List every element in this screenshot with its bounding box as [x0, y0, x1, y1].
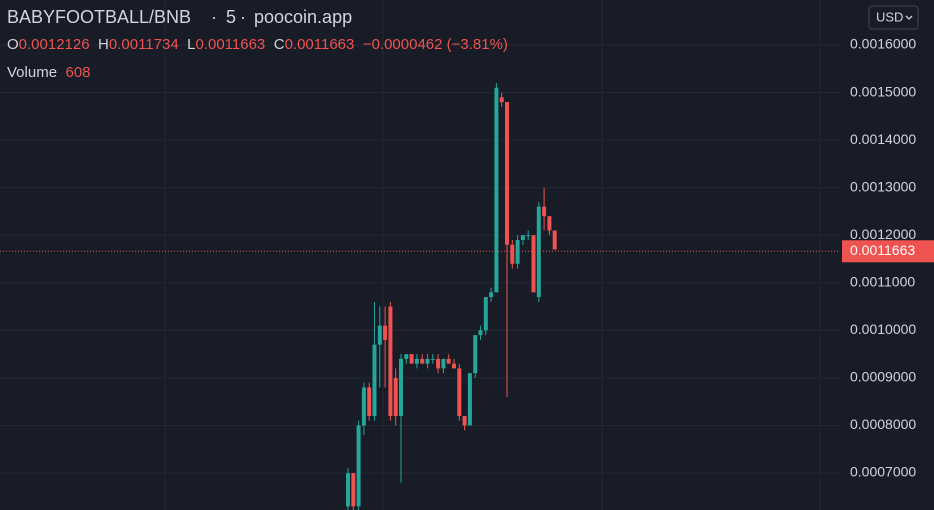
y-tick-label: 0.0011000 [850, 274, 915, 290]
currency-button-frame[interactable] [868, 5, 919, 30]
low-value: 0.0011663 [195, 36, 265, 53]
candle-body [531, 235, 536, 293]
candle-body [409, 354, 414, 364]
high-label: H [98, 36, 109, 53]
open-label: O [7, 36, 19, 53]
candle-body [452, 363, 456, 369]
y-tick-label: 0.0013000 [850, 178, 916, 194]
candle-body [515, 239, 520, 264]
y-tick-label: 0.0012000 [850, 226, 916, 242]
candle-body [494, 87, 499, 293]
candle-body [414, 358, 419, 364]
candle-body [351, 473, 356, 507]
candle-body [526, 235, 531, 237]
candle-body [499, 97, 504, 103]
candle-body [388, 306, 393, 416]
candle-body [457, 368, 462, 416]
candle-body [361, 387, 366, 426]
candle-body [478, 330, 483, 336]
y-tick-label: 0.0009000 [850, 369, 916, 385]
volume-value: 608 [66, 64, 91, 81]
candle-body [436, 358, 441, 369]
chevron-icon[interactable] [905, 15, 913, 20]
candle-body [505, 102, 509, 245]
volume-legend: Volume 608 [7, 64, 91, 81]
close-label: C [274, 36, 285, 53]
y-tick-label: 0.0008000 [850, 416, 916, 432]
price-axis: 0.0007000 0.0008000 0.0009000 0.0010000 0.00… [840, 0, 934, 510]
y-tick-label: 0.0016000 [850, 36, 916, 52]
candle-body [425, 358, 430, 364]
candles [0, 83, 840, 510]
grid [0, 44, 840, 474]
candle-body [367, 387, 372, 416]
candle-body [536, 206, 541, 298]
separator: · [211, 7, 217, 27]
candle-body [446, 358, 451, 364]
candle-body [473, 335, 478, 374]
candle-body [399, 358, 403, 416]
volume-label: Volume [7, 64, 57, 81]
candle-body [441, 358, 446, 369]
y-tick-label: 0.0010000 [850, 321, 916, 337]
candle-body [462, 415, 467, 426]
candle-body [520, 235, 525, 240]
currency-label[interactable]: USD [876, 9, 903, 24]
candle-body [404, 354, 409, 359]
y-tick-label: 0.0014000 [850, 131, 916, 147]
candle-body [356, 425, 361, 507]
candle-body [377, 325, 382, 345]
high-value: 0.0011734 [109, 36, 179, 53]
low-label: L [187, 36, 195, 53]
last-price-label: 0.0011663 [850, 242, 915, 258]
currency-button[interactable]: USD [868, 5, 919, 30]
candle-body [346, 473, 350, 507]
candle-body [372, 344, 377, 416]
candle-body [552, 230, 557, 250]
separator: · [240, 7, 246, 27]
y-tick-label: 0.0015000 [850, 83, 916, 99]
candle-body [420, 358, 425, 364]
candle-body [383, 325, 388, 340]
last-price-tag [842, 240, 934, 263]
y-tick-label: 0.0007000 [850, 464, 916, 480]
candle-body [393, 377, 398, 416]
candle-body [542, 206, 547, 217]
candle-body [510, 244, 515, 264]
symbol: BABYFOOTBALL/BNB [7, 7, 191, 27]
close-value: 0.0011663 [285, 36, 355, 53]
change-value: −0.0000462 (−3.81%) [363, 36, 508, 53]
open-value: 0.0012126 [19, 36, 90, 53]
candle-body [467, 373, 472, 426]
candle-body [430, 358, 435, 360]
ohlc-legend: O0.0012126 H0.0011734 L0.0011663 C0.0011… [7, 36, 508, 53]
candle-body [489, 292, 494, 298]
source: poocoin.app [254, 7, 352, 27]
candle-body [483, 297, 488, 331]
interval: 5 [226, 7, 236, 27]
candle-body [547, 216, 552, 231]
